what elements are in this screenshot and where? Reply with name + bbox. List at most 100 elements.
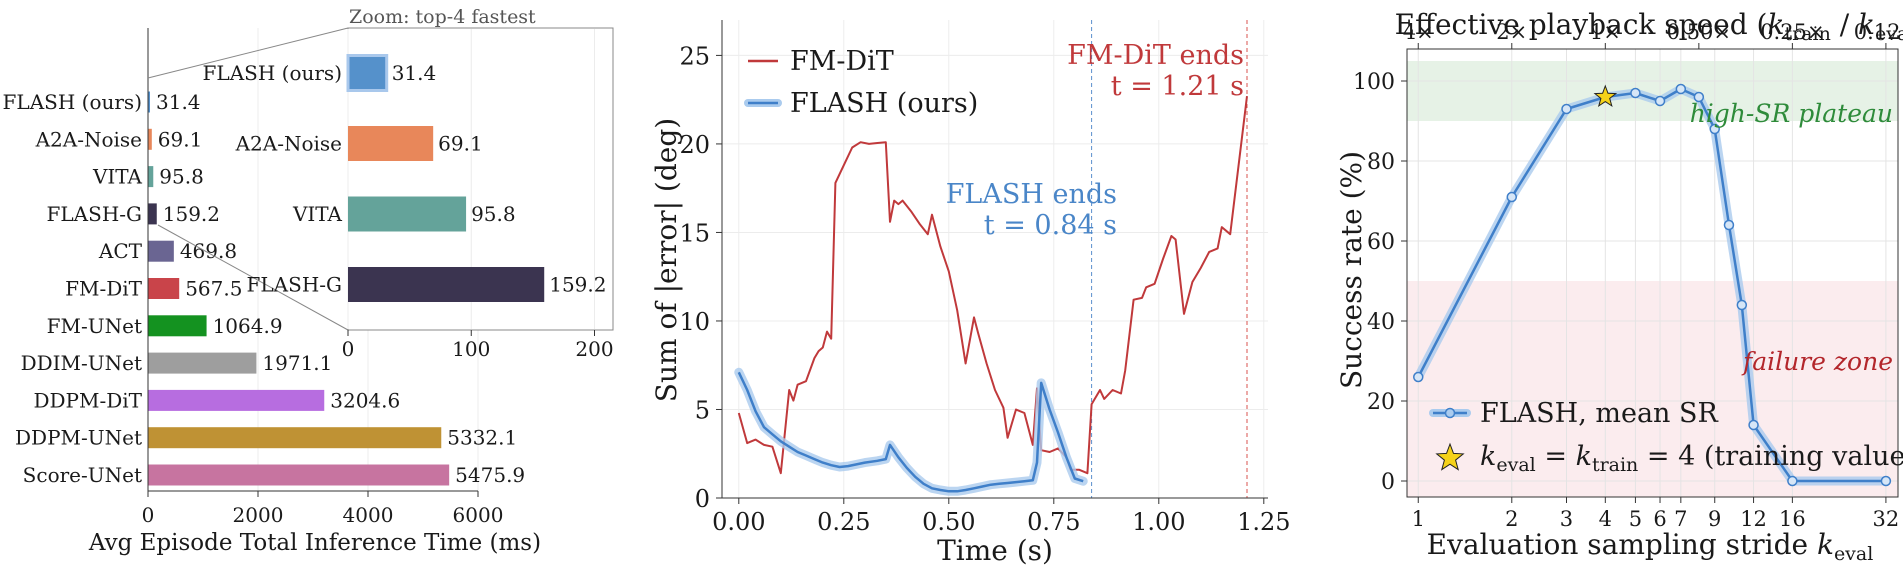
p1-x-tick-labels: 0 2000 4000 6000	[142, 503, 504, 527]
inset-bar	[348, 126, 434, 161]
inset-title: Zoom: top-4 fastest	[349, 6, 536, 28]
p4-x-tick-label: 16	[1779, 507, 1806, 531]
p4-data-point	[1630, 87, 1641, 99]
p4-training-value-star	[1593, 84, 1618, 108]
p3-x-tick-label: 0.00	[712, 508, 765, 536]
p1-bar-value-label: 69.1	[158, 127, 203, 151]
legend-label-training-value: keval = ktrain = 4 (training value)	[1480, 441, 1903, 476]
p1-category-label: VITA	[92, 165, 143, 189]
p1-bar	[148, 278, 180, 299]
annotation-flash-end-line1: FLASH ends	[946, 179, 1117, 210]
inset-bar	[348, 196, 467, 232]
p1-bar-value-label: 159.2	[163, 202, 220, 226]
inset-bars	[346, 54, 545, 302]
p3-x-axis-label: Time (s)	[937, 534, 1053, 567]
p1-category-label: DDPM-UNet	[15, 426, 142, 450]
p4-x-tick-label: 5	[1629, 507, 1642, 531]
inset-bar	[348, 267, 545, 302]
inset-category-label: FLASH-G	[247, 273, 342, 297]
inset-x-tick-label: 0	[342, 337, 355, 361]
p4-data-point	[1413, 371, 1424, 383]
p1-bar-value-label: 3204.6	[330, 388, 400, 412]
p4-data-point	[1506, 191, 1518, 203]
p1-bar	[148, 203, 157, 225]
inset-bar-value-label: 69.1	[438, 132, 483, 156]
inset-x-tick-label: 200	[575, 337, 613, 361]
panel-error-over-time: 0.00 0.25 0.50 0.75 1.00 1.25 0 5 10 15 20 25 Time…	[650, 20, 1291, 567]
p1-x-tick-label: 6000	[453, 503, 504, 527]
p1-x-tick-label: 2000	[233, 503, 284, 527]
p4-y-tick-label: 40	[1367, 310, 1395, 335]
legend-label-flash: FLASH (ours)	[790, 88, 978, 119]
p3-y-tick-label: 15	[679, 219, 710, 247]
p4-top-axis-label: Effective playback speed (ktrain / keval…	[1395, 8, 1903, 45]
p1-bars	[148, 91, 450, 486]
p4-x-tick-label: 3	[1560, 507, 1573, 531]
inset-category-label: FLASH (ours)	[203, 61, 342, 85]
p1-bar-value-label: 567.5	[185, 277, 242, 301]
p1-x-tick-label: 0	[142, 503, 155, 527]
inset-value-labels: 31.4 69.1 95.8 159.2	[392, 61, 607, 297]
p4-top-tick-label: 2×	[1496, 20, 1527, 44]
p1-category-label: A2A-Noise	[35, 127, 142, 151]
p4-x-tick-label: 2	[1505, 507, 1518, 531]
p1-bar-value-label: 1971.1	[262, 351, 332, 375]
p4-lines	[1413, 83, 1892, 487]
p4-data-point	[1748, 419, 1759, 431]
legend-marker-mean-sr	[1444, 407, 1456, 419]
inset-bar-value-label: 31.4	[392, 61, 437, 85]
p4-data-point	[1709, 123, 1720, 135]
p1-bar	[148, 464, 450, 486]
p4-data-point	[1561, 103, 1572, 115]
legend-label-fmdit: FM-DiT	[790, 46, 894, 77]
p1-category-label: DDPM-DiT	[33, 388, 142, 412]
p4-region-band	[1407, 61, 1898, 121]
p4-x-tick-labels: 1 2 3 4 5 6 7 9 12 16 32	[1412, 507, 1900, 531]
p4-region-band	[1407, 281, 1898, 497]
p3-legend: FM-DiT FLASH (ours)	[744, 46, 978, 119]
p1-bar	[148, 91, 150, 113]
p4-x-tick-label: 6	[1653, 507, 1666, 531]
p3-line-flash	[737, 371, 1084, 493]
annotation-flash-end-line2: t = 0.84 s	[984, 210, 1117, 241]
p3-y-tick-label: 20	[679, 131, 710, 159]
p4-top-tick-label: 0.12×	[1854, 20, 1903, 44]
p3-line-fmdit	[737, 95, 1248, 475]
p1-bar	[148, 166, 154, 188]
zoom-connector-top	[147, 27, 349, 79]
p4-data-point	[1736, 299, 1748, 311]
p4-top-tick-labels: 4× 2× 1× 0.50× 0.25× 0.12×	[1403, 20, 1903, 44]
p3-lines	[734, 95, 1248, 496]
inset-bar-value-label: 95.8	[471, 202, 516, 226]
p1-category-label: FLASH-G	[47, 202, 142, 226]
p4-line-mean-sr	[1417, 87, 1886, 483]
p4-axes-frame	[1406, 48, 1899, 498]
p1-x-tick-label: 4000	[343, 503, 394, 527]
p3-x-tick-label: 1.00	[1132, 508, 1185, 536]
zoom-connector-bottom	[157, 224, 349, 331]
p1-bar	[148, 389, 325, 411]
p4-y-tick-label: 20	[1367, 390, 1395, 415]
p3-y-tick-label: 5	[695, 396, 710, 424]
p1-bar-value-label: 5475.9	[455, 463, 525, 487]
p1-bar-value-label: 469.8	[180, 239, 237, 263]
p4-data-point	[1675, 83, 1687, 95]
p3-x-tick-label: 0.25	[817, 508, 870, 536]
p3-y-axis-label: Sum of |error| (deg)	[650, 118, 683, 402]
legend-label-mean-sr: FLASH, mean SR	[1480, 398, 1719, 429]
p1-value-labels: 31.4 69.1 95.8 159.2 469.8 567.5 1064.9 1971.1 3…	[156, 90, 525, 487]
p4-x-tick-label: 1	[1412, 507, 1425, 531]
p1-bar	[148, 352, 257, 374]
p4-y-axis-label: Success rate (%)	[1335, 151, 1368, 389]
p1-bar-value-label: 95.8	[159, 165, 204, 189]
p4-y-tick-label: 100	[1353, 70, 1395, 95]
p3-x-tick-label: 1.25	[1237, 508, 1290, 536]
p1-category-label: DDIM-UNet	[21, 351, 142, 375]
p1-bar	[148, 427, 442, 449]
p4-data-point	[1880, 475, 1892, 487]
p4-x-tick-label: 12	[1740, 507, 1767, 531]
p4-y-tick-label: 60	[1367, 230, 1395, 255]
p1-bar	[148, 128, 152, 150]
